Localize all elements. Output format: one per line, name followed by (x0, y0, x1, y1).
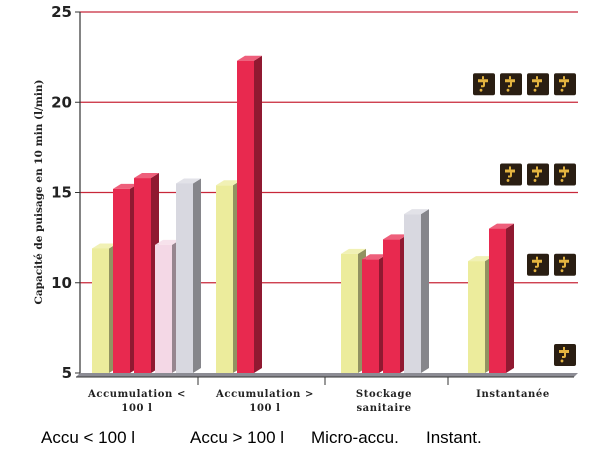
chart-floor (76, 373, 578, 377)
faucet-icon (554, 163, 576, 186)
bar (237, 55, 262, 374)
category-label: Stockage (356, 389, 412, 400)
bottom-label: Instant. (426, 428, 482, 447)
category-label: Instantanée (476, 389, 550, 400)
y-tick-label: 25 (51, 3, 72, 21)
y-tick-label: 20 (51, 93, 72, 111)
category-label: Accumulation > (215, 389, 314, 400)
y-tick-label: 10 (51, 274, 72, 292)
faucet-icon (527, 163, 549, 186)
category-label: 100 l (121, 403, 152, 414)
bar (176, 178, 201, 373)
faucet-icon (554, 73, 576, 96)
category-labels: Accumulation < 100 l Accumulation > 100 l St… (87, 389, 550, 414)
bar (489, 223, 514, 373)
faucet-icon (527, 73, 549, 96)
faucet-icon (554, 343, 576, 366)
y-tick-label: 15 (51, 184, 72, 202)
bottom-label: Accu > 100 l (190, 428, 285, 447)
category-label: Accumulation < (87, 389, 186, 400)
category-label: 100 l (249, 403, 280, 414)
bar (404, 209, 429, 373)
category-label: sanitaire (356, 403, 411, 414)
bars-layer (92, 55, 514, 374)
faucet-icon (500, 73, 522, 96)
bottom-label: Accu < 100 l (41, 428, 136, 447)
faucet-icon (554, 253, 576, 276)
y-axis-label: Capacité de puisage en 10 min (l/min) (33, 79, 45, 304)
y-tick-labels: 5 10 15 20 25 (51, 3, 72, 382)
comfort-icons-layer (473, 73, 576, 366)
faucet-icon (473, 73, 495, 96)
bottom-label: Micro-accu. (311, 428, 399, 447)
y-tick-label: 5 (62, 364, 72, 382)
axes-layer (75, 11, 578, 385)
faucet-icon (527, 253, 549, 276)
faucet-icon (500, 163, 522, 186)
